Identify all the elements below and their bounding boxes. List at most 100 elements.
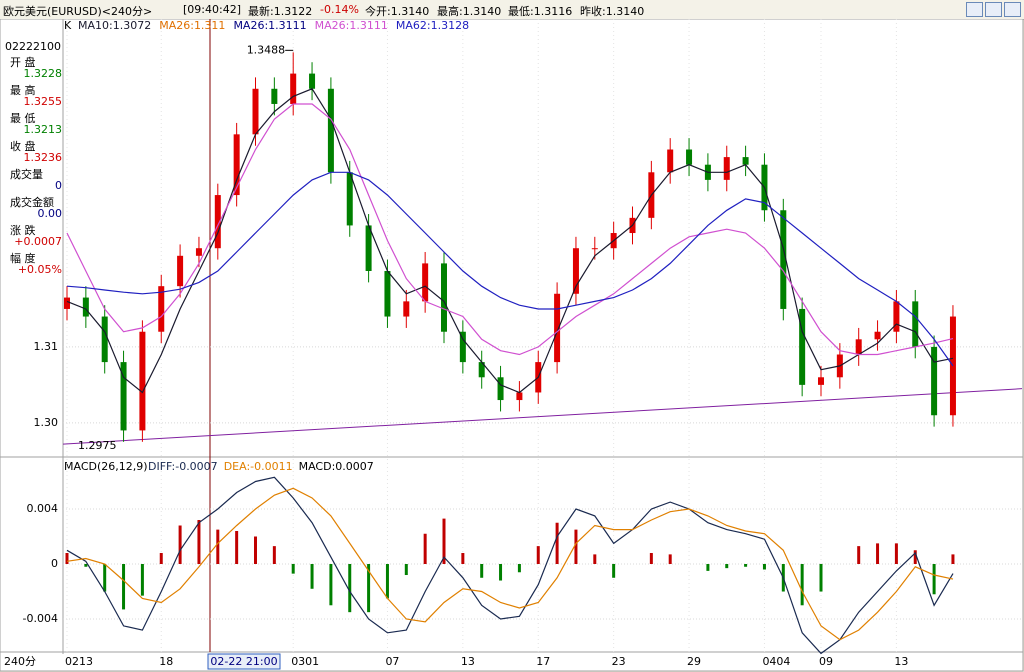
candle-body [441,263,447,332]
info-value: 1.3213 [23,123,63,136]
x-tick-label: 13 [461,655,475,668]
trendline [62,388,1023,445]
candle-body [252,88,259,135]
candle-body [893,301,900,332]
candle-body [497,377,504,401]
candle-body [120,362,127,431]
candle-body [346,172,353,226]
candle-body [686,149,693,165]
time: [09:40:42] [183,3,241,16]
window-button[interactable] [1004,2,1021,17]
candle-body [818,377,824,385]
low: 最低:1.3116 [508,5,573,18]
title-bar: 欧元美元(EURUSD)<240分> [09:40:42] 最新:1.3122 … [0,0,1024,20]
y-tick-label: 0 [51,557,58,570]
candle-body [384,270,391,317]
ma-line [66,88,954,394]
candle-body [572,248,579,294]
info-value: 1.3255 [23,95,63,108]
candle-body [591,248,598,250]
candle-body [780,210,787,309]
x-tick-label: 0301 [291,655,319,668]
y-tick-label: 1.31 [34,340,59,353]
y-tick-label: -0.004 [23,612,58,625]
info-label: 成交金额 [10,196,54,209]
legend-entry: MA10:1.3072 [78,19,151,32]
candle-body [327,88,334,173]
candle-body [177,255,184,287]
info-value: 0 [55,179,62,192]
info-value: 0.00 [37,207,63,220]
info-time: 02222100 [5,40,61,53]
background [0,19,1024,672]
y-tick-label: 1.30 [34,416,59,429]
candle-body [290,73,297,104]
macd-line [66,487,954,641]
candle-body [82,297,89,317]
y-tick-label: 0.004 [27,502,59,515]
change: -0.14% [320,3,359,16]
ma-line [66,171,954,367]
low-annotation: 1.2975 [78,439,117,452]
ma-line [66,103,954,356]
candle-body [214,195,221,249]
legend-entry: DIFF:-0.0007 [148,460,218,473]
x-tick-label: 17 [536,655,550,668]
open: 今开:1.3140 [365,5,430,18]
macd-title: MACD(26,12,9) [64,460,148,473]
candle-body [139,331,146,431]
macd-line [66,476,954,655]
x-tick-label: 0404 [762,655,790,668]
info-label: 收 盘 [10,140,36,153]
candle-body [309,73,316,89]
candle-body [158,286,165,332]
candle-body [554,293,561,363]
info-label: 涨 跌 [10,224,36,237]
candle-body [459,331,466,363]
legend-entry: MA26:1.3111 [233,19,306,32]
candle-body [271,88,278,104]
x-tick-label: 09 [819,655,833,668]
info-label: 开 盘 [10,56,36,69]
legend-entry: DEA:-0.0011 [224,460,293,473]
candle-body [742,157,749,165]
prev-close: 昨收:1.3140 [580,5,645,18]
info-value: 1.3228 [23,67,63,80]
high-annotation: 1.3488 [247,43,286,56]
candle-body [516,392,523,401]
candle-body [667,149,674,173]
candle-body [64,297,70,309]
cursor-label: 02-22 21:00 [210,655,277,668]
candle-body [195,248,202,256]
legend-entry: MA26:1.3111 [315,19,388,32]
info-value: 1.3236 [23,151,63,164]
x-tick-label: 23 [612,655,626,668]
candle-body [478,362,485,378]
cursor-label-box [207,653,281,670]
candle-body [723,157,730,180]
high: 最高:1.3140 [437,5,502,18]
candle-body [855,339,862,355]
candle-body [403,301,410,317]
legend-entry: MA26:1.311 [159,19,225,32]
candle-body [101,316,108,363]
info-value: +0.0007 [14,235,62,248]
candle-body [799,308,806,385]
window-button[interactable] [966,2,983,17]
info-label: 最 高 [10,84,36,97]
panel-label: K [64,19,72,32]
info-label: 幅 度 [10,252,36,265]
x-axis-unit: 240分 [4,655,36,668]
x-tick-label: 29 [687,655,701,668]
instrument-title: 欧元美元(EURUSD)<240分> [3,5,153,18]
info-label: 成交量 [10,168,43,181]
latest: 最新:1.3122 [248,5,313,18]
window-button[interactable] [985,2,1002,17]
x-tick-label: 07 [385,655,399,668]
legend-entry: MACD:0.0007 [299,460,374,473]
candle-body [912,301,919,347]
chart: 02-22 21:00 240分 K MACD(26,12,9) 1.30 1.3… [0,19,1024,672]
info-value: +0.05% [17,263,62,276]
legend-entry: MA62:1.3128 [396,19,469,32]
